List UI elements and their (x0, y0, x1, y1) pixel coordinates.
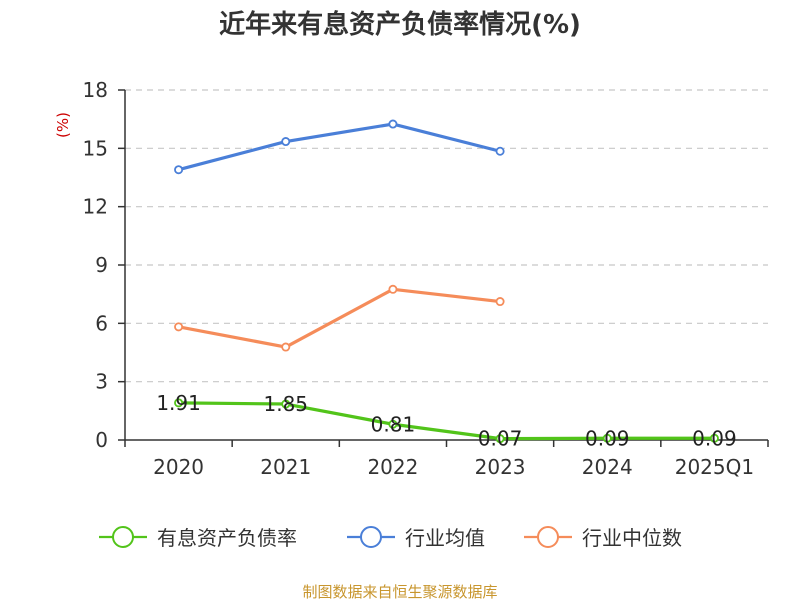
y-tick-label: 0 (95, 428, 108, 452)
y-tick-label: 9 (95, 253, 108, 277)
legend-label: 行业均值 (405, 526, 485, 550)
data-point[interactable] (174, 322, 184, 332)
legend-marker (537, 526, 559, 548)
source-note: 制图数据来自恒生聚源数据库 (302, 583, 497, 600)
data-point[interactable] (709, 433, 719, 443)
data-point[interactable] (174, 165, 184, 175)
data-point[interactable] (388, 419, 398, 429)
y-tick-label: 18 (83, 78, 108, 102)
legend-marker (112, 526, 134, 548)
chart-title: 近年来有息资产负债率情况(%) (219, 9, 581, 40)
data-label: 0.09 (692, 426, 737, 450)
series-lines (174, 119, 719, 444)
y-axis-label: (%) (54, 112, 72, 138)
data-point[interactable] (388, 119, 398, 129)
data-point[interactable] (495, 297, 505, 307)
data-point[interactable] (281, 342, 291, 352)
legend-label: 行业中位数 (582, 526, 682, 550)
grid-lines (125, 89, 768, 383)
x-tick-label: 2023 (475, 455, 526, 479)
series-line (178, 287, 501, 349)
data-point[interactable] (281, 137, 291, 147)
legend[interactable]: 有息资产负债率 行业均值 行业中位数 (99, 526, 682, 550)
y-tick-label: 12 (83, 195, 108, 219)
x-tick-label: 2020 (153, 455, 204, 479)
y-tick-label: 15 (83, 136, 108, 160)
legend-label: 有息资产负债率 (157, 526, 297, 550)
y-tick-label: 3 (95, 370, 108, 394)
legend-item[interactable]: 有息资产负债率 (99, 526, 297, 550)
legend-item[interactable]: 行业中位数 (524, 526, 682, 550)
series-line (178, 401, 715, 441)
x-axis: 2020 2021 2022 2023 2024 2025Q1 (124, 439, 769, 479)
data-label: 1.91 (156, 391, 201, 415)
data-labels: 1.91 1.85 0.81 0.07 0.09 0.09 (156, 391, 736, 451)
data-point[interactable] (281, 399, 291, 409)
data-point[interactable] (495, 434, 505, 444)
data-point[interactable] (388, 284, 398, 294)
y-tick-label: 6 (95, 311, 108, 335)
data-point[interactable] (602, 433, 612, 443)
data-label: 0.81 (371, 412, 416, 436)
data-point[interactable] (174, 398, 184, 408)
data-label: 0.09 (585, 426, 630, 450)
x-tick-label: 2025Q1 (675, 455, 754, 479)
data-point[interactable] (495, 146, 505, 156)
data-label: 1.85 (263, 392, 308, 416)
legend-marker (360, 526, 382, 548)
y-axis: 0 3 6 9 12 15 18 (83, 78, 126, 452)
x-tick-label: 2022 (367, 455, 418, 479)
series-line (178, 122, 501, 172)
data-label: 0.07 (478, 427, 523, 451)
x-tick-label: 2021 (260, 455, 311, 479)
legend-item[interactable]: 行业均值 (347, 526, 485, 550)
x-tick-label: 2024 (582, 455, 633, 479)
